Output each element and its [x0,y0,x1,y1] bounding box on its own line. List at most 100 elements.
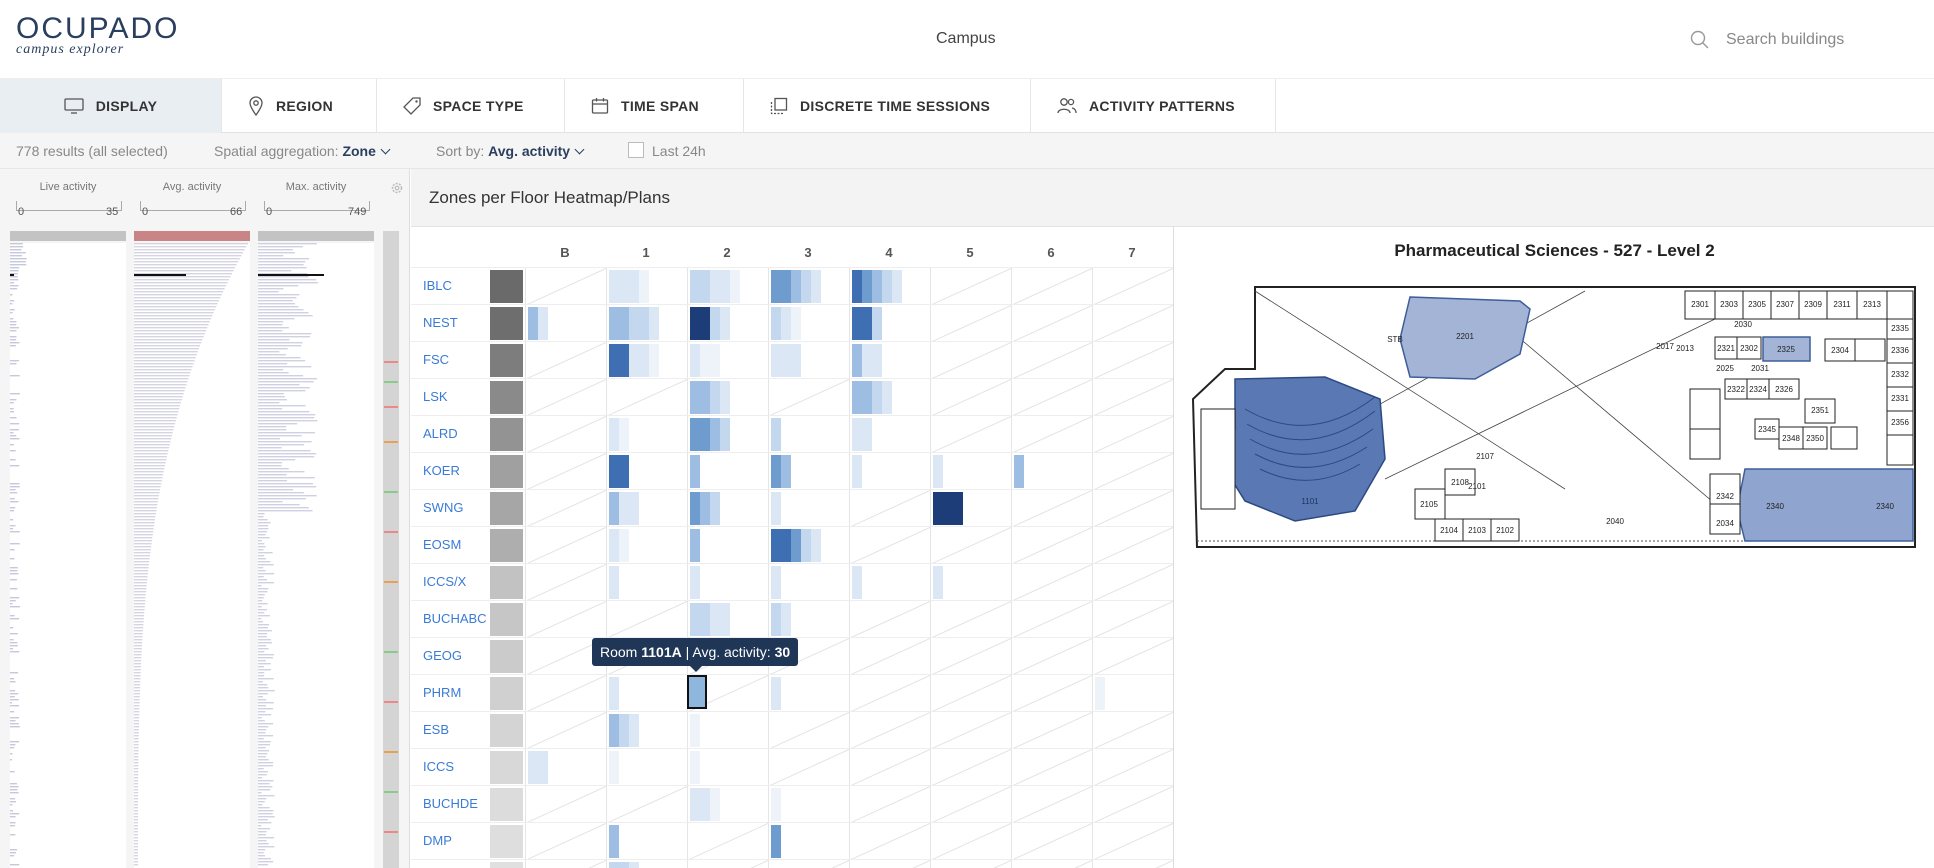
zone-segment[interactable] [710,344,720,377]
heatmap-cell[interactable] [687,305,768,342]
heatmap-cell[interactable] [687,564,768,601]
zone-segment[interactable] [700,492,710,525]
zone-segment[interactable] [791,529,801,562]
zone-segment[interactable] [882,270,892,303]
heatmap-cell[interactable] [768,268,849,305]
last-24h-checkbox[interactable] [628,142,644,159]
heatmap-cell[interactable] [606,453,687,490]
zone-segment[interactable] [710,788,720,821]
heatmap-cell[interactable] [1092,268,1173,305]
zone-segment[interactable] [781,529,791,562]
heatmap-cell[interactable] [768,786,849,823]
tab-time-span[interactable]: TIME SPAN [565,79,744,133]
heatmap-cell[interactable] [849,416,930,453]
heatmap-cell[interactable] [849,305,930,342]
zone-segment[interactable] [710,381,720,414]
zone-segment[interactable] [710,492,720,525]
zone-segment[interactable] [852,381,862,414]
heatmap-cell[interactable] [1011,342,1092,379]
zone-segment[interactable] [791,344,801,377]
zone-segment[interactable] [619,344,629,377]
heatmap-cell[interactable] [525,601,606,638]
zone-segment[interactable] [771,344,781,377]
heatmap-cell[interactable] [525,786,606,823]
heatmap-cell[interactable] [606,379,687,416]
heatmap-cell[interactable] [687,749,768,786]
zone-segment[interactable] [781,603,791,636]
heatmap-cell[interactable] [849,823,930,860]
heatmap-cell[interactable] [930,453,1011,490]
heatmap-cell[interactable] [930,527,1011,564]
heatmap-cell[interactable] [849,601,930,638]
heatmap-cell[interactable] [768,342,849,379]
heatmap-cell[interactable] [768,379,849,416]
heatmap-cell[interactable] [1011,490,1092,527]
zone-segment[interactable] [690,381,700,414]
zone-segment[interactable] [781,307,791,340]
zone-segment[interactable] [619,862,629,868]
building-link[interactable]: PHRM [423,685,462,700]
heatmap-cell[interactable] [525,453,606,490]
heatmap-cell[interactable] [1092,712,1173,749]
heatmap-cell[interactable] [1092,342,1173,379]
zone-segment[interactable] [771,455,781,488]
zone-segment[interactable] [690,270,700,303]
heatmap-cell[interactable] [1092,564,1173,601]
spatial-aggregation-select[interactable]: Spatial aggregation: Zone [214,143,391,159]
building-link[interactable]: SWNG [423,500,464,515]
zone-segment[interactable] [639,307,649,340]
zone-segment[interactable] [700,418,710,451]
zone-segment[interactable] [690,566,700,599]
heatmap-cell[interactable] [1092,453,1173,490]
zone-segment[interactable] [629,862,639,868]
zone-segment[interactable] [771,418,781,451]
zone-segment[interactable] [690,603,700,636]
heatmap-cell[interactable] [768,860,849,868]
zone-segment[interactable] [710,270,720,303]
tab-display[interactable]: DISPLAY [0,79,222,133]
building-link[interactable]: ESB [423,722,450,737]
heatmap-cell[interactable] [1011,675,1092,712]
heatmap-cell[interactable] [930,564,1011,601]
heatmap-cell[interactable] [1011,416,1092,453]
max-column-handle[interactable] [258,231,374,241]
heatmap-cell[interactable] [849,712,930,749]
zone-segment[interactable] [609,418,619,451]
zone-segment[interactable] [852,307,862,340]
zone-segment[interactable] [771,307,781,340]
heatmap-cell[interactable] [687,823,768,860]
zone-segment[interactable] [720,307,730,340]
building-link[interactable]: BUCHDE [423,796,478,811]
heatmap-cell[interactable] [768,453,849,490]
building-link[interactable]: NEST [423,315,458,330]
zone-segment[interactable] [629,714,639,747]
heatmap-cell[interactable] [768,416,849,453]
zone-segment[interactable] [619,492,629,525]
heatmap-cell[interactable] [1092,860,1173,868]
zone-segment[interactable] [771,603,781,636]
heatmap-cell[interactable] [1092,379,1173,416]
zone-segment[interactable] [619,307,629,340]
heatmap-cell[interactable] [1092,786,1173,823]
zone-segment[interactable] [862,307,872,340]
heatmap-cell[interactable] [1011,749,1092,786]
zone-segment[interactable] [538,751,548,784]
heatmap-cell[interactable] [606,601,687,638]
zone-segment[interactable] [862,344,872,377]
heatmap-cell[interactable] [930,749,1011,786]
zone-segment[interactable] [791,270,801,303]
zone-segment[interactable] [700,344,710,377]
zone-segment[interactable] [609,677,619,710]
search-input[interactable] [1726,31,1896,49]
zone-segment[interactable] [771,825,781,858]
zone-segment[interactable] [609,270,619,303]
heatmap-cell[interactable] [687,268,768,305]
building-link[interactable]: DMP [423,833,452,848]
heatmap-cell[interactable] [849,268,930,305]
zone-segment[interactable] [852,344,862,377]
building-link[interactable]: KOER [423,463,460,478]
zone-segment[interactable] [639,270,649,303]
heatmap-cell[interactable] [606,342,687,379]
heatmap-cell[interactable] [1011,379,1092,416]
zone-segment[interactable] [720,381,730,414]
